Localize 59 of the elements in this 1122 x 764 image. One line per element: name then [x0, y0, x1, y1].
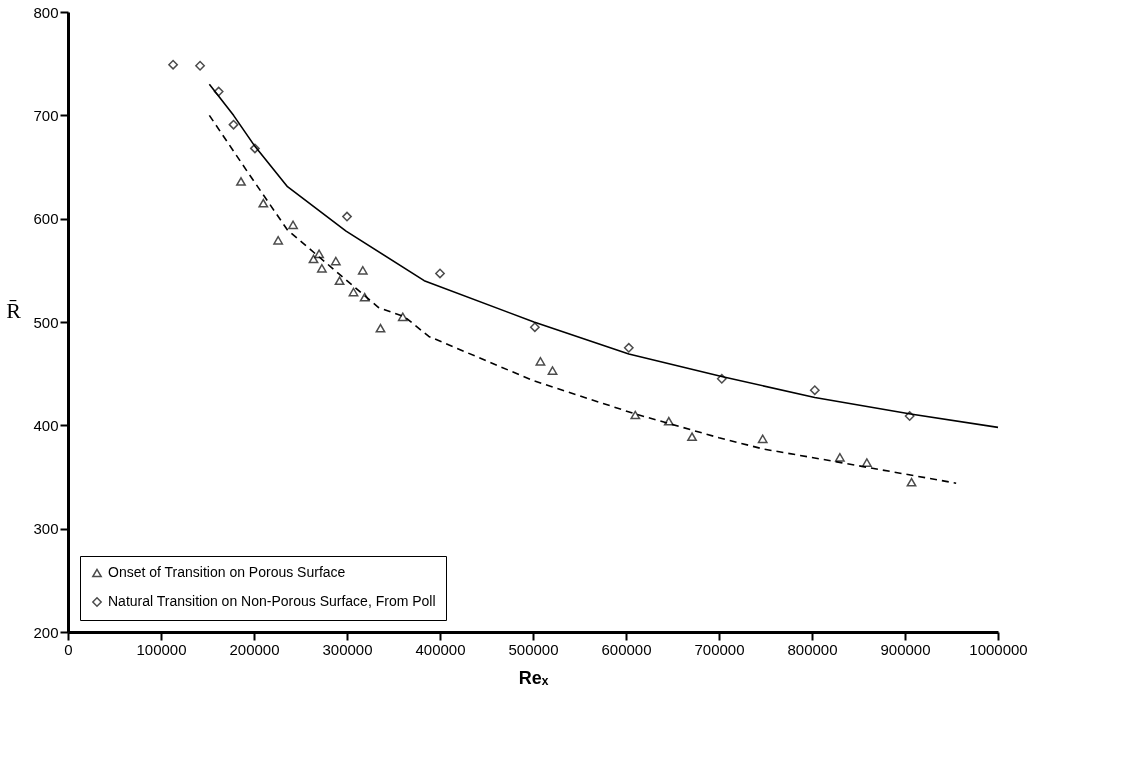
point — [348, 287, 359, 297]
point — [168, 59, 179, 70]
point — [359, 292, 370, 302]
legend-label: Onset of Transition on Porous Surface — [108, 564, 346, 580]
x-tick-label: 800000 — [787, 640, 838, 658]
point — [330, 256, 341, 266]
point — [906, 477, 917, 487]
point — [397, 312, 408, 322]
legend-label: Natural Transition on Non-Porous Surface, From Poll — [108, 593, 436, 609]
x-tick-label: 400000 — [415, 640, 466, 658]
y-tick-label: 300 — [33, 520, 59, 538]
y-tick-label: 700 — [33, 106, 59, 124]
point — [716, 373, 727, 384]
point — [195, 60, 205, 71]
line-series — [208, 114, 957, 484]
point — [435, 268, 445, 279]
y-tick-label: 200 — [33, 623, 59, 641]
point — [314, 249, 325, 259]
x-tick-label: 600000 — [601, 640, 652, 658]
point — [250, 143, 260, 154]
x-axis-title: Reₓ — [518, 667, 549, 688]
point — [547, 366, 558, 375]
x-tick-label: 300000 — [322, 640, 373, 658]
y-tick-label: 500 — [33, 313, 59, 331]
point — [630, 410, 641, 420]
point — [213, 86, 224, 97]
point — [236, 177, 246, 186]
y-axis-title: R̄ — [6, 297, 22, 323]
point — [258, 198, 269, 208]
point — [288, 220, 298, 230]
point — [342, 211, 352, 222]
x-tick-label: 1000000 — [969, 640, 1028, 658]
point — [228, 119, 239, 130]
y-tick-label: 400 — [33, 416, 59, 434]
point — [687, 432, 697, 442]
point — [375, 323, 386, 333]
line-series — [208, 83, 999, 429]
point — [904, 411, 915, 421]
point — [273, 235, 284, 245]
point — [357, 265, 368, 275]
x-tick-label: 0 — [64, 640, 73, 658]
y-tick-label: 600 — [33, 210, 59, 228]
x-tick-label: 100000 — [136, 640, 187, 658]
y-tick-label: 800 — [33, 3, 59, 21]
x-tick-label: 700000 — [694, 640, 745, 658]
point — [535, 356, 546, 366]
point — [757, 434, 768, 444]
point — [529, 322, 540, 333]
point — [623, 342, 634, 353]
point — [663, 416, 674, 426]
point — [834, 452, 845, 462]
x-tick-label: 900000 — [880, 640, 931, 658]
point — [316, 263, 327, 273]
point — [308, 254, 319, 264]
x-tick-label: 200000 — [229, 640, 280, 658]
x-tick-label: 500000 — [508, 640, 559, 658]
point — [809, 385, 820, 396]
point — [334, 276, 345, 286]
point — [861, 458, 872, 467]
